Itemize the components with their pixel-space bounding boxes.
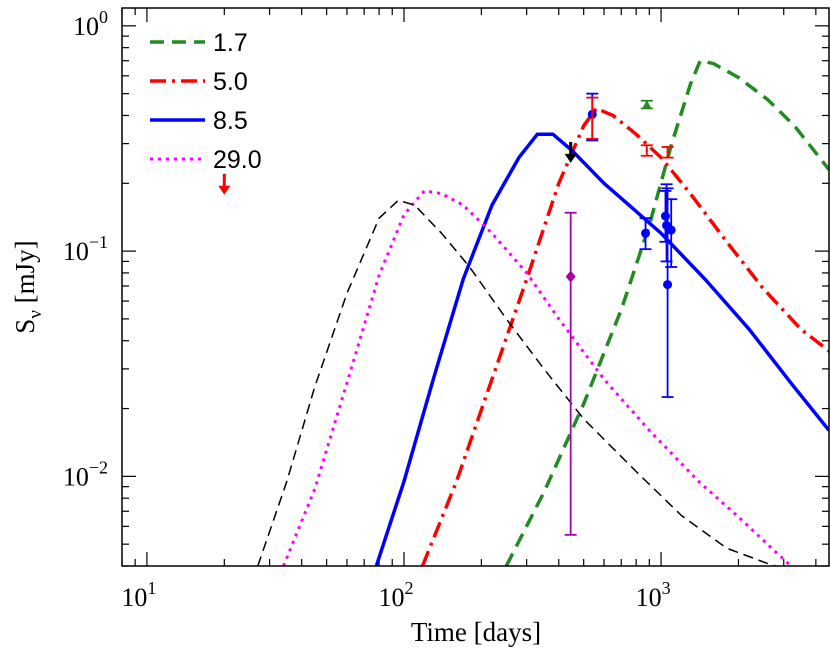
x-tick-label: 103 bbox=[636, 578, 671, 612]
series-line-8.5 bbox=[374, 132, 829, 566]
y-tick-exponent: 0 bbox=[99, 7, 108, 27]
y-tick-base: 10 bbox=[63, 462, 89, 491]
y-tick-base: 10 bbox=[73, 12, 99, 41]
y-tick-exponent: −2 bbox=[89, 457, 108, 477]
series-line-reference bbox=[257, 199, 779, 566]
y-tick-label: 10−1 bbox=[63, 232, 108, 266]
x-tick-label: 101 bbox=[121, 578, 156, 612]
x-tick-base: 10 bbox=[378, 583, 404, 612]
y-tick-base: 10 bbox=[63, 237, 89, 266]
x-tick-exponent: 3 bbox=[662, 578, 671, 598]
legend-label-1.7: 1.7 bbox=[213, 29, 248, 57]
y-axis-subscript: ν bbox=[25, 310, 46, 319]
series-line-29.0 bbox=[282, 189, 792, 566]
data-point bbox=[591, 109, 594, 112]
data-point-star bbox=[642, 100, 652, 109]
x-tick-label: 102 bbox=[378, 578, 413, 612]
series-line-1.7 bbox=[504, 58, 829, 566]
y-axis-title: Sν [mJy] bbox=[10, 240, 46, 333]
data-point bbox=[660, 211, 670, 221]
y-tick-label: 10−2 bbox=[63, 457, 108, 491]
data-point bbox=[645, 149, 649, 152]
legend: 1.7 5.0 8.5 29.0 bbox=[150, 29, 262, 174]
x-tick-base: 10 bbox=[121, 583, 147, 612]
legend-label-8.5: 8.5 bbox=[213, 107, 248, 135]
data-points bbox=[218, 92, 678, 536]
series-line-5.0 bbox=[420, 106, 829, 566]
x-tick-exponent: 2 bbox=[404, 578, 413, 598]
data-point bbox=[641, 228, 651, 238]
data-point bbox=[666, 150, 669, 154]
x-axis-title: Time [days] bbox=[411, 617, 541, 647]
legend-label-5.0: 5.0 bbox=[213, 68, 248, 96]
x-tick-exponent: 1 bbox=[147, 578, 156, 598]
data-point bbox=[663, 280, 673, 290]
y-tick-exponent: −1 bbox=[89, 232, 108, 252]
model-curves bbox=[257, 58, 829, 566]
y-axis-symbol: S bbox=[10, 319, 40, 334]
legend-label-29.0: 29.0 bbox=[213, 146, 262, 174]
upper-limit-arrowhead bbox=[564, 153, 577, 163]
data-point-diamond bbox=[565, 270, 576, 283]
x-tick-base: 10 bbox=[636, 583, 662, 612]
plot-frame bbox=[121, 7, 830, 567]
y-tick-label: 100 bbox=[73, 7, 108, 41]
data-point bbox=[666, 225, 676, 235]
axis-ticks bbox=[121, 8, 829, 567]
y-axis-unit: [mJy] bbox=[10, 240, 40, 310]
upper-limit-arrowhead bbox=[218, 185, 231, 195]
